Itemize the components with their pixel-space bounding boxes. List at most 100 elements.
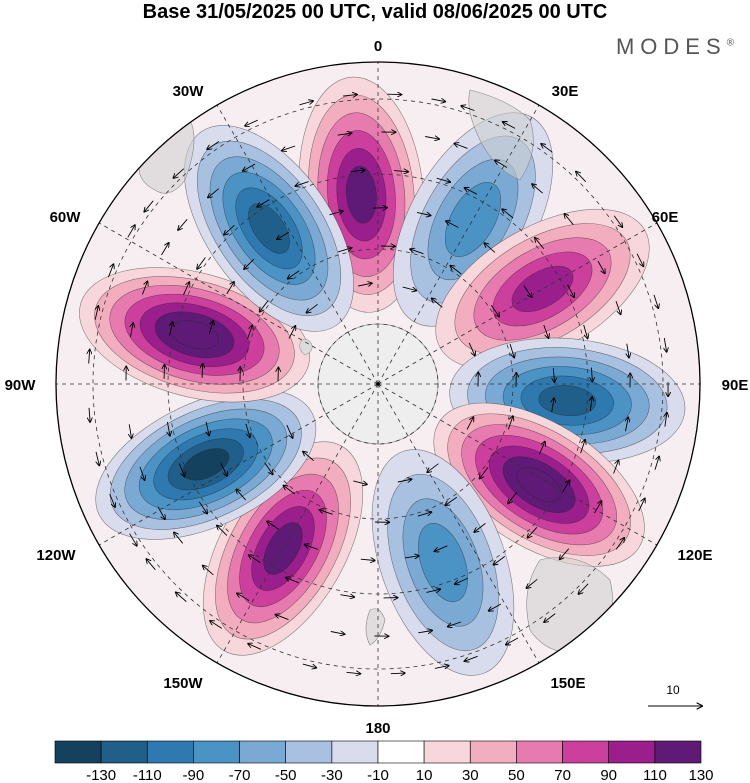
wind-arrow (141, 281, 147, 295)
wind-arrow (127, 225, 135, 238)
wind-arrow (541, 144, 553, 153)
wind-arrow (89, 350, 90, 364)
wind-arrow (360, 559, 375, 560)
wind-arrow (95, 451, 99, 466)
wind-arrow (615, 300, 621, 314)
wind-arrow (590, 397, 592, 411)
wind-arrow (432, 298, 443, 308)
wind-arrow (594, 501, 602, 514)
latitude-circle (242, 248, 514, 520)
wind-arrow (434, 666, 449, 669)
wind-arrow (170, 322, 173, 336)
wind-arrow (257, 199, 270, 207)
wind-arrow (337, 133, 352, 135)
wind-arrow (329, 211, 343, 216)
anomaly-lobe (202, 441, 364, 656)
meridian-line (377, 104, 540, 385)
wind-arrow (340, 595, 354, 597)
colorbar-tick-label: -10 (367, 767, 389, 783)
wind-arrow (288, 326, 295, 339)
wind-arrow (535, 238, 545, 249)
wind-arrow (576, 172, 587, 183)
wind-arrow (161, 243, 169, 256)
wind-arrow (129, 533, 137, 546)
lon-label-30w: 30W (173, 83, 205, 100)
wind-arrow (562, 480, 570, 493)
wind-arrow (431, 99, 446, 102)
wind-arrow (206, 421, 209, 436)
wind-arrow (183, 282, 190, 295)
wind-arrow (249, 555, 261, 564)
wind-arrow (553, 367, 554, 382)
wind-arrow (226, 282, 234, 295)
streamline-loop (402, 498, 484, 627)
wind-arrow (446, 221, 459, 228)
wind-arrow (247, 325, 253, 339)
wind-arrow (543, 324, 549, 338)
anomaly-lobe (433, 402, 645, 567)
wind-arrow (448, 621, 462, 627)
colorbar-tick-label: -50 (275, 767, 297, 783)
streamline-loop (433, 402, 645, 567)
streamline-loop (538, 385, 597, 417)
wind-arrow (532, 184, 543, 194)
map-title: Base 31/05/2025 00 UTC, valid 08/06/2025… (142, 1, 608, 23)
streamline-loop (520, 375, 614, 426)
anomaly-contour (170, 320, 219, 349)
colorbar-swatch (562, 740, 609, 764)
wind-arrow (495, 160, 508, 168)
wind-arrow (465, 188, 478, 195)
colorbar-swatch (193, 740, 240, 764)
wind-arrow (580, 440, 586, 454)
wind-arrow (418, 631, 432, 633)
wind-arrow (286, 424, 293, 438)
lon-label-90w: 90W (5, 377, 37, 394)
streamline-loop (170, 320, 219, 350)
wind-arrow (167, 421, 170, 436)
wind-arrow (144, 200, 154, 212)
streamline-loop (138, 418, 273, 511)
streamline-loop (516, 467, 562, 503)
wind-arrow (307, 303, 318, 312)
wind-arrow (503, 122, 516, 129)
colorbar-tick-label: 10 (416, 767, 433, 783)
anomaly-contour (263, 522, 303, 575)
wind-arrow (435, 545, 448, 552)
streamline-loop (454, 223, 631, 355)
wind-arrow (197, 257, 206, 269)
wind-arrow (217, 526, 228, 536)
streamline-loop (387, 473, 499, 652)
wind-arrow (653, 294, 658, 308)
modes-logo: MODES® (616, 34, 734, 60)
wind-arrow (474, 523, 486, 532)
wind-arrow (358, 283, 372, 286)
wind-arrow (528, 526, 538, 537)
wind-arrow (390, 673, 405, 674)
wind-arrow (597, 260, 605, 273)
streamline-loop (184, 125, 354, 332)
wind-arrow (302, 663, 317, 668)
brand-text: MODES (615, 34, 727, 59)
wind-arrow (494, 556, 506, 564)
streamline-loop (418, 522, 468, 603)
wind-arrow (139, 466, 145, 480)
colorbar: -130 -110 -90 -70 -50 -30 -10 10 30 50 70 90 110 130 (54, 740, 714, 783)
wind-arrow (427, 463, 439, 473)
streamline-loop (488, 445, 590, 524)
wind-arrow (89, 407, 90, 422)
wind-arrow (410, 249, 424, 255)
anomaly-lobe (435, 208, 650, 370)
wind-arrow (208, 188, 219, 198)
wind-arrow (394, 171, 408, 172)
anomaly-contour (538, 385, 596, 416)
streamline-loop (511, 265, 574, 313)
map-border (55, 61, 701, 707)
lon-label-120w: 120W (36, 547, 76, 564)
streamline-loop (326, 130, 396, 260)
meridian-line (98, 383, 379, 546)
colorbar-tick-label: -30 (321, 767, 343, 783)
colorbar-swatch (100, 740, 148, 764)
wind-arrow (305, 545, 318, 550)
colorbar-swatch (285, 740, 333, 764)
wind-arrow (654, 457, 659, 470)
